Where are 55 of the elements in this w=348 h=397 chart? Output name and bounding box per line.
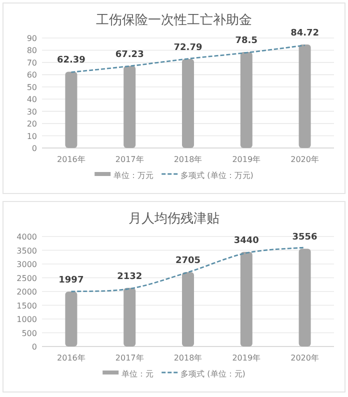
y-tick-label: 1500 — [16, 301, 37, 310]
y-tick-label: 60 — [26, 70, 37, 80]
x-tick-label: 2020年 — [290, 155, 319, 164]
bar — [65, 292, 78, 346]
bar — [182, 59, 194, 148]
legend-label: 单位：万元 — [114, 171, 154, 180]
bar — [65, 72, 78, 148]
bar — [298, 248, 311, 346]
chart-title: 工伤保险一次性工亡补助金 — [96, 12, 252, 28]
legend-label: 单位：元 — [122, 370, 154, 378]
y-tick-label: 3500 — [16, 246, 37, 256]
y-tick-label: 3000 — [16, 260, 37, 269]
bar — [182, 272, 194, 346]
y-tick-label: 40 — [26, 95, 37, 104]
y-tick-label: 30 — [26, 107, 37, 116]
bar — [240, 52, 252, 148]
data-label: 2705 — [175, 256, 201, 266]
bar — [124, 66, 136, 148]
y-tick-label: 20 — [26, 120, 37, 129]
y-tick-label: 2500 — [16, 274, 37, 283]
y-tick-label: 2000 — [16, 288, 37, 296]
y-tick-label: 70 — [26, 58, 37, 68]
bar — [298, 44, 311, 148]
x-tick-label: 2017年 — [115, 155, 144, 164]
chart-title: 月人均伤残津贴 — [128, 212, 220, 226]
x-tick-label: 2018年 — [174, 354, 202, 362]
data-label: 3556 — [292, 232, 318, 243]
bar — [240, 252, 252, 346]
x-tick-label: 2016年 — [57, 155, 86, 164]
x-tick-label: 2019年 — [232, 354, 261, 362]
data-label: 1997 — [58, 276, 84, 286]
data-label: 84.72 — [290, 28, 320, 38]
y-tick-label: 50 — [26, 82, 37, 92]
data-label: 62.39 — [56, 56, 86, 66]
y-tick-label: 1000 — [16, 315, 37, 324]
y-tick-label: 4000 — [16, 232, 37, 242]
data-label: 67.23 — [115, 50, 144, 60]
x-tick-label: 2018年 — [174, 155, 202, 164]
legend-label: 多项式 (单位：元) — [180, 370, 246, 378]
data-label: 2132 — [117, 272, 142, 282]
y-tick-label: 0 — [32, 144, 37, 153]
y-tick-label: 500 — [22, 328, 37, 338]
y-tick-label: 10 — [26, 132, 37, 141]
x-tick-label: 2017年 — [115, 354, 144, 362]
data-label: 3440 — [234, 236, 259, 246]
y-tick-label: 80 — [26, 46, 37, 56]
data-label: 72.79 — [174, 43, 202, 54]
x-tick-label: 2019年 — [232, 155, 261, 164]
legend-label: 多项式 (单位：万元) — [180, 171, 254, 180]
x-tick-label: 2020年 — [290, 354, 319, 362]
y-tick-label: 0 — [32, 342, 37, 352]
data-label: 78.5 — [235, 36, 258, 46]
bar — [124, 288, 136, 346]
x-tick-label: 2016年 — [57, 354, 86, 362]
y-tick-label: 90 — [26, 34, 37, 43]
